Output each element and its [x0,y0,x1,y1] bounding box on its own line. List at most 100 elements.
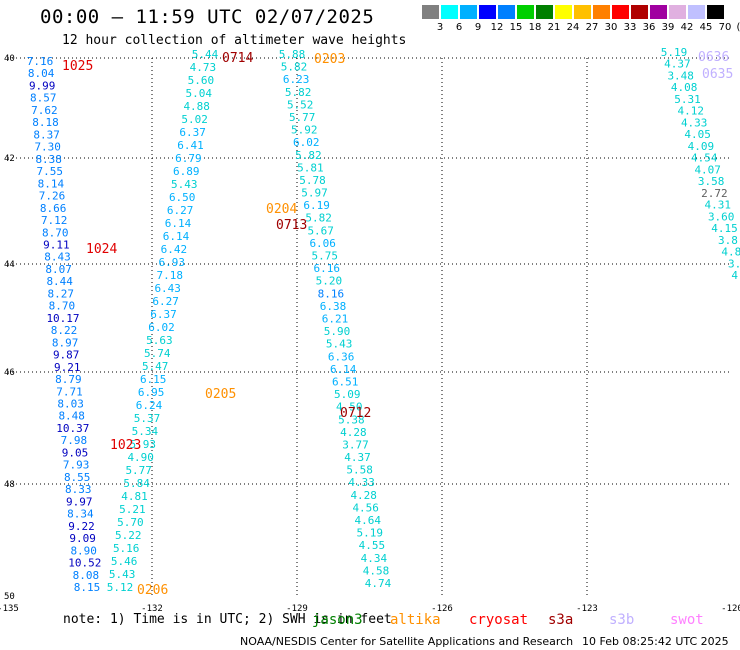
wave-height-value: 4.33 [681,116,708,129]
wave-height-value: 6.02 [148,321,175,334]
wave-height-value: 4. [731,269,740,282]
wave-height-value: 9.97 [66,495,93,508]
pass-time-label: 0713 [276,218,307,233]
wave-height-value: 6.95 [138,386,165,399]
colorbar-label: 36 [642,22,656,33]
colorbar-swatch [612,5,629,19]
wave-height-value: 5.58 [346,464,373,477]
wave-height-value: 5.74 [144,347,171,360]
wave-height-value: 8.27 [48,287,75,300]
wave-height-value: 7.93 [63,459,90,472]
wave-height-value: 8.18 [32,116,59,129]
wave-height-value: 8.14 [38,177,65,190]
pass-time-label: 1024 [86,242,117,257]
wave-height-value: 5.44 [192,48,219,61]
wave-height-value: 5.02 [181,113,208,126]
wave-height-value: 7.18 [157,269,184,282]
wave-height-value: 6.79 [175,152,202,165]
wave-height-value: 9.09 [69,532,96,545]
wave-height-value: 3.77 [342,439,369,452]
wave-height-value: 4.33 [348,476,375,489]
wave-height-value: 6.37 [150,308,177,321]
wave-height-value: 5.04 [186,87,213,100]
wave-height-value: 4.31 [705,199,732,212]
credit-text: NOAA/NESDIS Center for Satellite Applica… [240,635,574,648]
wave-height-value: 5.81 [297,161,324,174]
wave-height-value: 7.98 [61,434,88,447]
wave-height-value: 4.81 [121,490,148,503]
satellite-tracks: 7.168.049.998.577.628.188.377.308.387.55… [27,46,740,594]
wave-height-value: 8.66 [40,202,67,215]
wave-height-value: 8.44 [46,275,73,288]
wave-height-value: 4.34 [361,552,388,565]
footnote: note: 1) Time is in UTC; 2) SWH is in fe… [63,612,392,627]
wave-height-value: 5.38 [338,413,365,426]
colorbar-swatch [422,5,439,19]
wave-height-value: 3.60 [708,210,735,223]
pass-time-label: 0636 [698,50,729,65]
wave-height-value: 4.50 [336,401,363,414]
colorbar-label: 30 [604,22,618,33]
wave-height-value: 5.37 [134,412,161,425]
wave-height-value: 5.60 [188,74,215,87]
colorbar-label: 33 [623,22,637,33]
lat-tick-label: 48 [4,480,15,490]
pass-time-label: 0205 [205,387,236,402]
wave-height-value: 8.48 [58,410,85,423]
wave-height-value: 5.52 [287,98,314,111]
wave-height-value: 8.70 [49,300,76,313]
lon-tick-label: -123 [576,604,598,614]
colorbar-label: 42 [680,22,694,33]
colorbar-label: (ft) [736,22,740,33]
wave-height-value: 4.15 [711,222,738,235]
wave-height-value: 4.37 [344,451,371,464]
wave-height-value: 8.22 [51,324,78,337]
wave-height-value: 5.82 [295,149,322,162]
wave-height-value: 4.74 [365,577,392,590]
wave-height-value: 8.37 [33,128,60,141]
colorbar-label: 70 [718,22,732,33]
colorbar-label: 45 [699,22,713,33]
wave-height-value: 6.19 [303,199,330,212]
wave-height-value: 8.43 [44,251,71,264]
pass-time-label: 0712 [340,406,371,421]
wave-height-value: 9.87 [53,349,80,362]
wave-height-value: 10.52 [68,557,101,570]
wave-height-value: 6.14 [163,230,190,243]
wave-height-value: 2.72 [701,187,728,200]
pass-time-label: 1025 [62,59,93,74]
wave-height-value: 6.41 [177,139,204,152]
wave-height-value: 7.30 [34,141,61,154]
wave-height-value: 5.97 [301,187,328,200]
satellite-legend-altika: altika [390,612,441,628]
pass-time-label: 0714 [222,51,253,66]
wave-height-value: 4.28 [350,489,377,502]
satellite-legend-s3b: s3b [609,612,635,628]
wave-height-value: 5.22 [115,529,142,542]
lon-tick-label: -135 [0,604,19,614]
wave-height-value: 10.37 [56,422,89,435]
colorbar-swatch [669,5,686,19]
wave-height-value: 6.50 [169,191,196,204]
wave-height-value: 6.21 [322,313,349,326]
colorbar-swatch [593,5,610,19]
wave-height-value: 6.51 [332,376,359,389]
wave-height-value: 5.12 [107,581,134,594]
wave-height-value: 5.47 [142,360,169,373]
colorbar-swatch [631,5,648,19]
wave-height-value: 8.90 [70,544,97,557]
colorbar-label: 3 [436,22,444,33]
wave-height-value: 6.36 [328,350,355,363]
wave-height-value: 8.07 [45,263,72,276]
wave-height-value: 5.09 [334,388,361,401]
wave-height-value: 5.16 [113,542,140,555]
wave-height-value: 8.38 [35,153,62,166]
wave-height-value: 5.63 [146,334,173,347]
wave-height-value: 5.43 [326,338,353,351]
wave-height-value: 6.14 [165,217,192,230]
wave-height-value: 9.22 [68,520,95,533]
wave-height-value: 4.12 [678,105,705,118]
wave-height-value: 8.15 [74,581,101,594]
